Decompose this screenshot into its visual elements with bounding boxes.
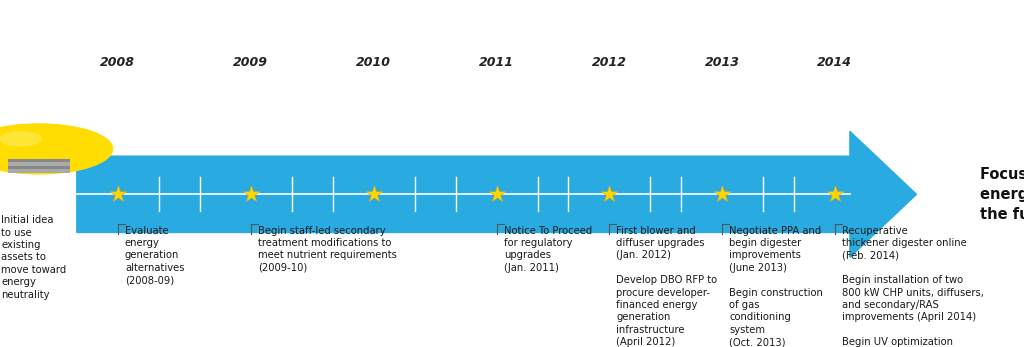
Point xyxy=(366,192,382,197)
Text: Evaluate
energy
generation
alternatives
(2008-09): Evaluate energy generation alternatives … xyxy=(125,226,184,285)
Text: 2008: 2008 xyxy=(100,57,135,69)
FancyArrow shape xyxy=(77,132,916,257)
FancyBboxPatch shape xyxy=(0,146,92,163)
Point xyxy=(826,192,843,197)
Text: 2014: 2014 xyxy=(817,57,852,69)
Text: Initial idea
to use
existing
assets to
move toward
energy
neutrality: Initial idea to use existing assets to m… xyxy=(1,215,67,299)
Text: Negotiate PPA and
begin digester
improvements
(June 2013)

Begin construction
of: Negotiate PPA and begin digester improve… xyxy=(729,226,823,347)
Text: 2010: 2010 xyxy=(356,57,391,69)
Bar xyxy=(7,162,71,166)
Text: 2009: 2009 xyxy=(233,57,268,69)
Point xyxy=(243,192,259,197)
Circle shape xyxy=(0,132,41,146)
Text: Recuperative
thickener digester online
(Feb. 2014)

Begin installation of two
80: Recuperative thickener digester online (… xyxy=(842,226,984,347)
Bar xyxy=(7,159,71,162)
Text: Focusing on
energy for
the future: Focusing on energy for the future xyxy=(980,167,1024,222)
Text: First blower and
diffuser upgrades
(Jan. 2012)

Develop DBO RFP to
procure devel: First blower and diffuser upgrades (Jan.… xyxy=(616,226,718,347)
Text: 2012: 2012 xyxy=(592,57,627,69)
Circle shape xyxy=(0,124,113,174)
Text: Notice To Proceed
for regulatory
upgrades
(Jan. 2011): Notice To Proceed for regulatory upgrade… xyxy=(504,226,592,273)
Point xyxy=(488,192,505,197)
Text: 2013: 2013 xyxy=(705,57,739,69)
Text: 2011: 2011 xyxy=(479,57,514,69)
Bar xyxy=(7,169,71,173)
Point xyxy=(714,192,730,197)
Text: Begin staff-led secondary
treatment modifications to
meet nutrient requirements
: Begin staff-led secondary treatment modi… xyxy=(258,226,397,273)
Point xyxy=(601,192,617,197)
Point xyxy=(110,192,126,197)
Bar xyxy=(7,166,71,169)
